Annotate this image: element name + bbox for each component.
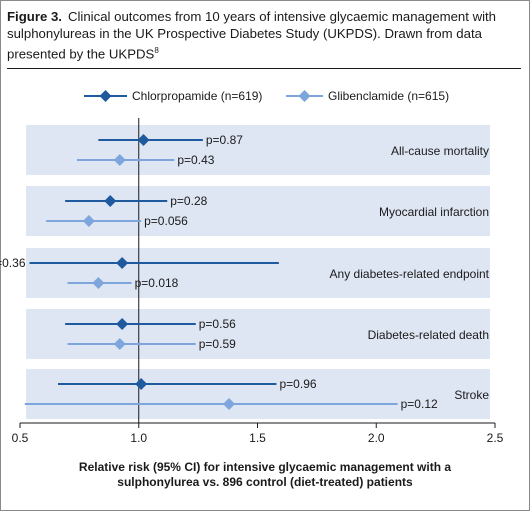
estimate-point-glibenclamide xyxy=(92,277,105,289)
p-value-label: p=0.87 xyxy=(206,133,243,147)
figure-label: Figure 3. xyxy=(7,9,62,24)
estimate-point-chlorpropamide xyxy=(104,195,117,207)
legend-marker-glibenclamide xyxy=(298,90,311,102)
x-tick-label: 2.5 xyxy=(487,431,504,445)
outcome-band xyxy=(26,186,490,236)
x-axis-label: Relative risk (95% CI) for intensive gly… xyxy=(0,460,530,490)
outcome-label: Any diabetes-related endpoint xyxy=(330,267,490,281)
outcome-band xyxy=(26,125,490,175)
p-value-label: p=0.43 xyxy=(177,153,214,167)
x-tick-label: 2.0 xyxy=(368,431,385,445)
outcome-band xyxy=(26,369,490,419)
outcome-label: All-cause mortality xyxy=(391,144,489,158)
figure-caption-ref: 8 xyxy=(154,46,159,55)
outcome-label: Myocardial infarction xyxy=(379,205,489,219)
p-value-label: p=0.56 xyxy=(199,317,236,331)
p-value-label: p=0.59 xyxy=(199,337,236,351)
estimate-point-chlorpropamide xyxy=(135,378,148,390)
legend-label-chlorpropamide: Chlorpropamide (n=619) xyxy=(132,89,262,103)
estimate-point-glibenclamide xyxy=(82,215,95,227)
x-axis-label-line1: Relative risk (95% CI) for intensive gly… xyxy=(78,460,452,474)
p-value-label: p=0.96 xyxy=(280,377,317,391)
outcome-band xyxy=(26,309,490,359)
x-tick-label: 1.0 xyxy=(130,431,147,445)
p-value-label: p=0.056 xyxy=(144,214,188,228)
p-value-label: p=0.28 xyxy=(170,194,207,208)
outcome-band xyxy=(26,248,490,298)
figure-caption-text: Clinical outcomes from 10 years of inten… xyxy=(7,9,497,62)
outcome-label: Diabetes-related death xyxy=(368,328,489,342)
outcome-label: Stroke xyxy=(454,388,489,402)
x-tick-label: 1.5 xyxy=(249,431,266,445)
p-value-label: p=0.12 xyxy=(401,397,438,411)
p-value-label: p=0.018 xyxy=(135,276,179,290)
estimate-point-glibenclamide xyxy=(113,154,126,166)
estimate-point-glibenclamide xyxy=(113,338,126,350)
caption-divider xyxy=(7,68,521,69)
figure-caption: Figure 3. Clinical outcomes from 10 years… xyxy=(7,8,522,62)
estimate-point-chlorpropamide xyxy=(116,318,129,330)
x-tick-label: 0.5 xyxy=(12,431,29,445)
x-axis-label-line2: sulphonylurea vs. 896 control (diet-trea… xyxy=(117,475,413,489)
p-value-label: p=0.36 xyxy=(0,256,26,270)
legend-marker-chlorpropamide xyxy=(99,90,112,102)
legend-label-glibenclamide: Glibenclamide (n=615) xyxy=(328,89,449,103)
estimate-point-chlorpropamide xyxy=(116,257,129,269)
estimate-point-chlorpropamide xyxy=(137,134,150,146)
estimate-point-glibenclamide xyxy=(223,398,235,410)
